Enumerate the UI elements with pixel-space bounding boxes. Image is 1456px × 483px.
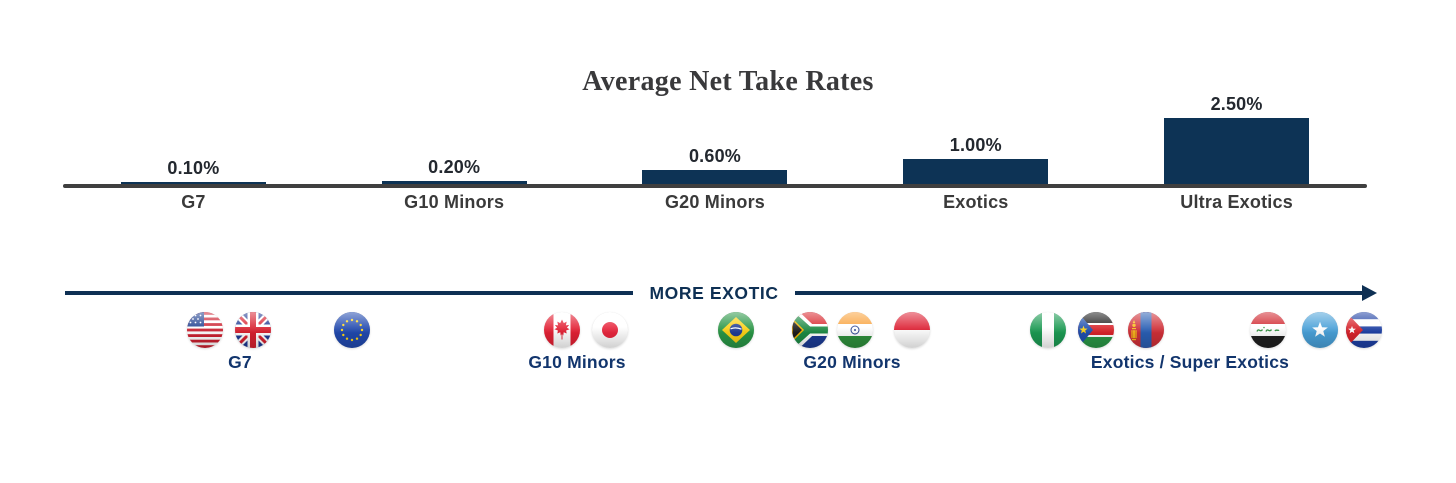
flag-south-africa-icon (792, 312, 828, 348)
bar-g20-minors (642, 170, 788, 186)
flag-canada-icon (544, 312, 580, 348)
more-exotic-line-right (794, 291, 1364, 295)
bar-value-label: 0.10% (167, 158, 220, 178)
flag-brazil-icon (718, 312, 754, 348)
flag-india-icon (837, 312, 873, 348)
x-axis-category-labels: G7 G10 Minors G20 Minors Exotics Ultra E… (63, 192, 1367, 213)
flag-group-label-g10-minors: G10 Minors (528, 352, 626, 372)
flag-indonesia-icon (894, 312, 930, 348)
category-label-g20-minors: G20 Minors (664, 192, 765, 212)
flag-iraq-icon (1250, 312, 1286, 348)
category-label-ultra-exotics: Ultra Exotics (1180, 192, 1293, 212)
flag-group-label-exotics-super-exotics: Exotics / Super Exotics (1090, 352, 1290, 372)
flag-european-union-icon (334, 312, 370, 348)
flag-united-kingdom-icon (235, 312, 271, 348)
bar-ultra-exotics (1164, 118, 1310, 186)
more-exotic-axis: MORE EXOTIC (65, 281, 1378, 305)
flag-nigeria-icon (1030, 312, 1066, 348)
more-exotic-label: MORE EXOTIC (649, 282, 779, 303)
bar-group-g20-minors: 0.60% (585, 146, 846, 186)
x-axis-line (63, 184, 1367, 188)
flag-somalia-icon (1302, 312, 1338, 348)
flag-mongolia-icon (1128, 312, 1164, 348)
bar-group-g7: 0.10% (63, 158, 324, 186)
flag-usa-icon (187, 312, 223, 348)
bar-value-label: 0.60% (688, 146, 742, 166)
bar-value-label: 2.50% (1210, 94, 1263, 114)
flag-japan-icon (592, 312, 628, 348)
bar-group-g10-minors: 0.20% (324, 157, 585, 186)
category-label-exotics: Exotics (943, 192, 1009, 212)
bar-value-label: 0.20% (428, 157, 481, 177)
right-arrowhead-icon (1362, 285, 1378, 301)
more-exotic-line-left (65, 291, 634, 295)
bar-group-ultra-exotics: 2.50% (1106, 94, 1367, 186)
bar-chart-plot-area: 0.10% 0.20% 0.60% 1.00% 2.50% (63, 94, 1367, 186)
flag-group-label-g7: G7 (228, 352, 252, 372)
category-label-g7: G7 (181, 192, 206, 212)
flag-cuba-icon (1346, 312, 1382, 348)
flag-group-label-g20-minors: G20 Minors (803, 352, 901, 372)
bar-group-exotics: 1.00% (845, 135, 1106, 186)
category-label-g10-minors: G10 Minors (404, 192, 505, 212)
flag-south-sudan-icon (1078, 312, 1114, 348)
bar-g10-minors (381, 181, 527, 186)
bar-value-label: 1.00% (949, 135, 1002, 155)
bar-exotics (903, 159, 1049, 186)
chart-title: Average Net Take Rates (582, 66, 874, 97)
